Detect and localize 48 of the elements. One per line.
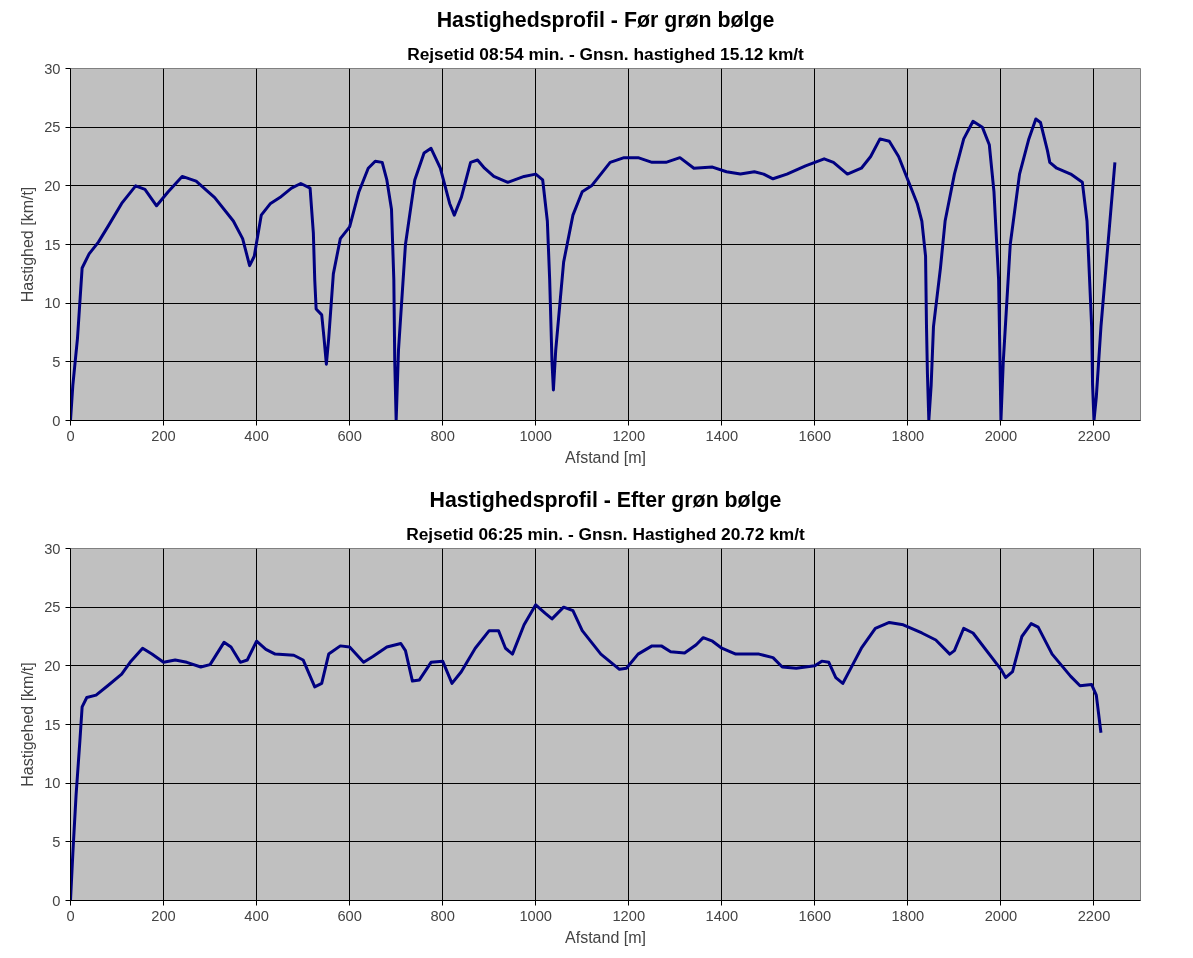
y-tick-label: 20 [44, 657, 61, 674]
x-tick-label: 800 [430, 427, 455, 444]
y-tick-label: 0 [52, 412, 61, 429]
x-tick-label: 1800 [891, 427, 925, 444]
line-series [70, 603, 1103, 901]
chart-title: Hastighedsprofil - Efter grøn bølge [429, 487, 782, 512]
x-tick-label: 2200 [1077, 907, 1111, 924]
x-tick-label: 1800 [891, 907, 925, 924]
x-tick-label: 1600 [798, 907, 832, 924]
x-tick-label: 1600 [798, 427, 832, 444]
y-axis-title: Hastighed [km/t] [19, 186, 37, 303]
x-tick-label: 1400 [705, 907, 739, 924]
x-tick-label: 200 [151, 427, 176, 444]
y-tick-label: 25 [44, 599, 61, 616]
y-tick-label: 15 [44, 236, 61, 253]
y-tick-label: 5 [52, 833, 61, 850]
x-tick-label: 2000 [984, 427, 1018, 444]
x-tick-label: 0 [66, 907, 75, 924]
line-series [70, 117, 1117, 421]
y-tick-label: 10 [44, 295, 61, 312]
x-tick-label: 600 [337, 427, 362, 444]
x-tick-label: 200 [151, 907, 176, 924]
y-tick-label: 25 [44, 119, 61, 136]
x-tick-label: 1200 [612, 427, 646, 444]
x-tick-label: 1400 [705, 427, 739, 444]
x-tick-label: 1000 [519, 427, 553, 444]
y-tick-label: 30 [44, 540, 61, 557]
x-tick-label: 400 [244, 907, 269, 924]
x-tick-label: 2200 [1077, 427, 1111, 444]
y-tick-label: 5 [52, 353, 61, 370]
x-axis-title: Afstand [m] [565, 448, 646, 466]
x-tick-label: 0 [66, 427, 75, 444]
x-tick-label: 400 [244, 427, 269, 444]
x-axis-title: Afstand [m] [565, 928, 646, 946]
chart-subtitle: Rejsetid 08:54 min. - Gnsn. hastighed 15.12 km/t [407, 43, 805, 64]
y-tick-label: 10 [44, 775, 61, 792]
y-tick-label: 0 [52, 892, 61, 909]
y-tick-label: 30 [44, 60, 61, 77]
chart-title: Hastighedsprofil - Før grøn bølge [436, 7, 775, 32]
chart-subtitle: Rejsetid 06:25 min. - Gnsn. Hastighed 20.72 km/t [406, 523, 806, 544]
y-tick-label: 15 [44, 716, 61, 733]
x-tick-label: 2000 [984, 907, 1018, 924]
x-tick-label: 1200 [612, 907, 646, 924]
x-tick-label: 600 [337, 907, 362, 924]
x-tick-label: 1000 [519, 907, 553, 924]
x-tick-label: 800 [430, 907, 455, 924]
y-axis-title: Hastigehed [km/t] [19, 662, 37, 787]
y-tick-label: 20 [44, 177, 61, 194]
